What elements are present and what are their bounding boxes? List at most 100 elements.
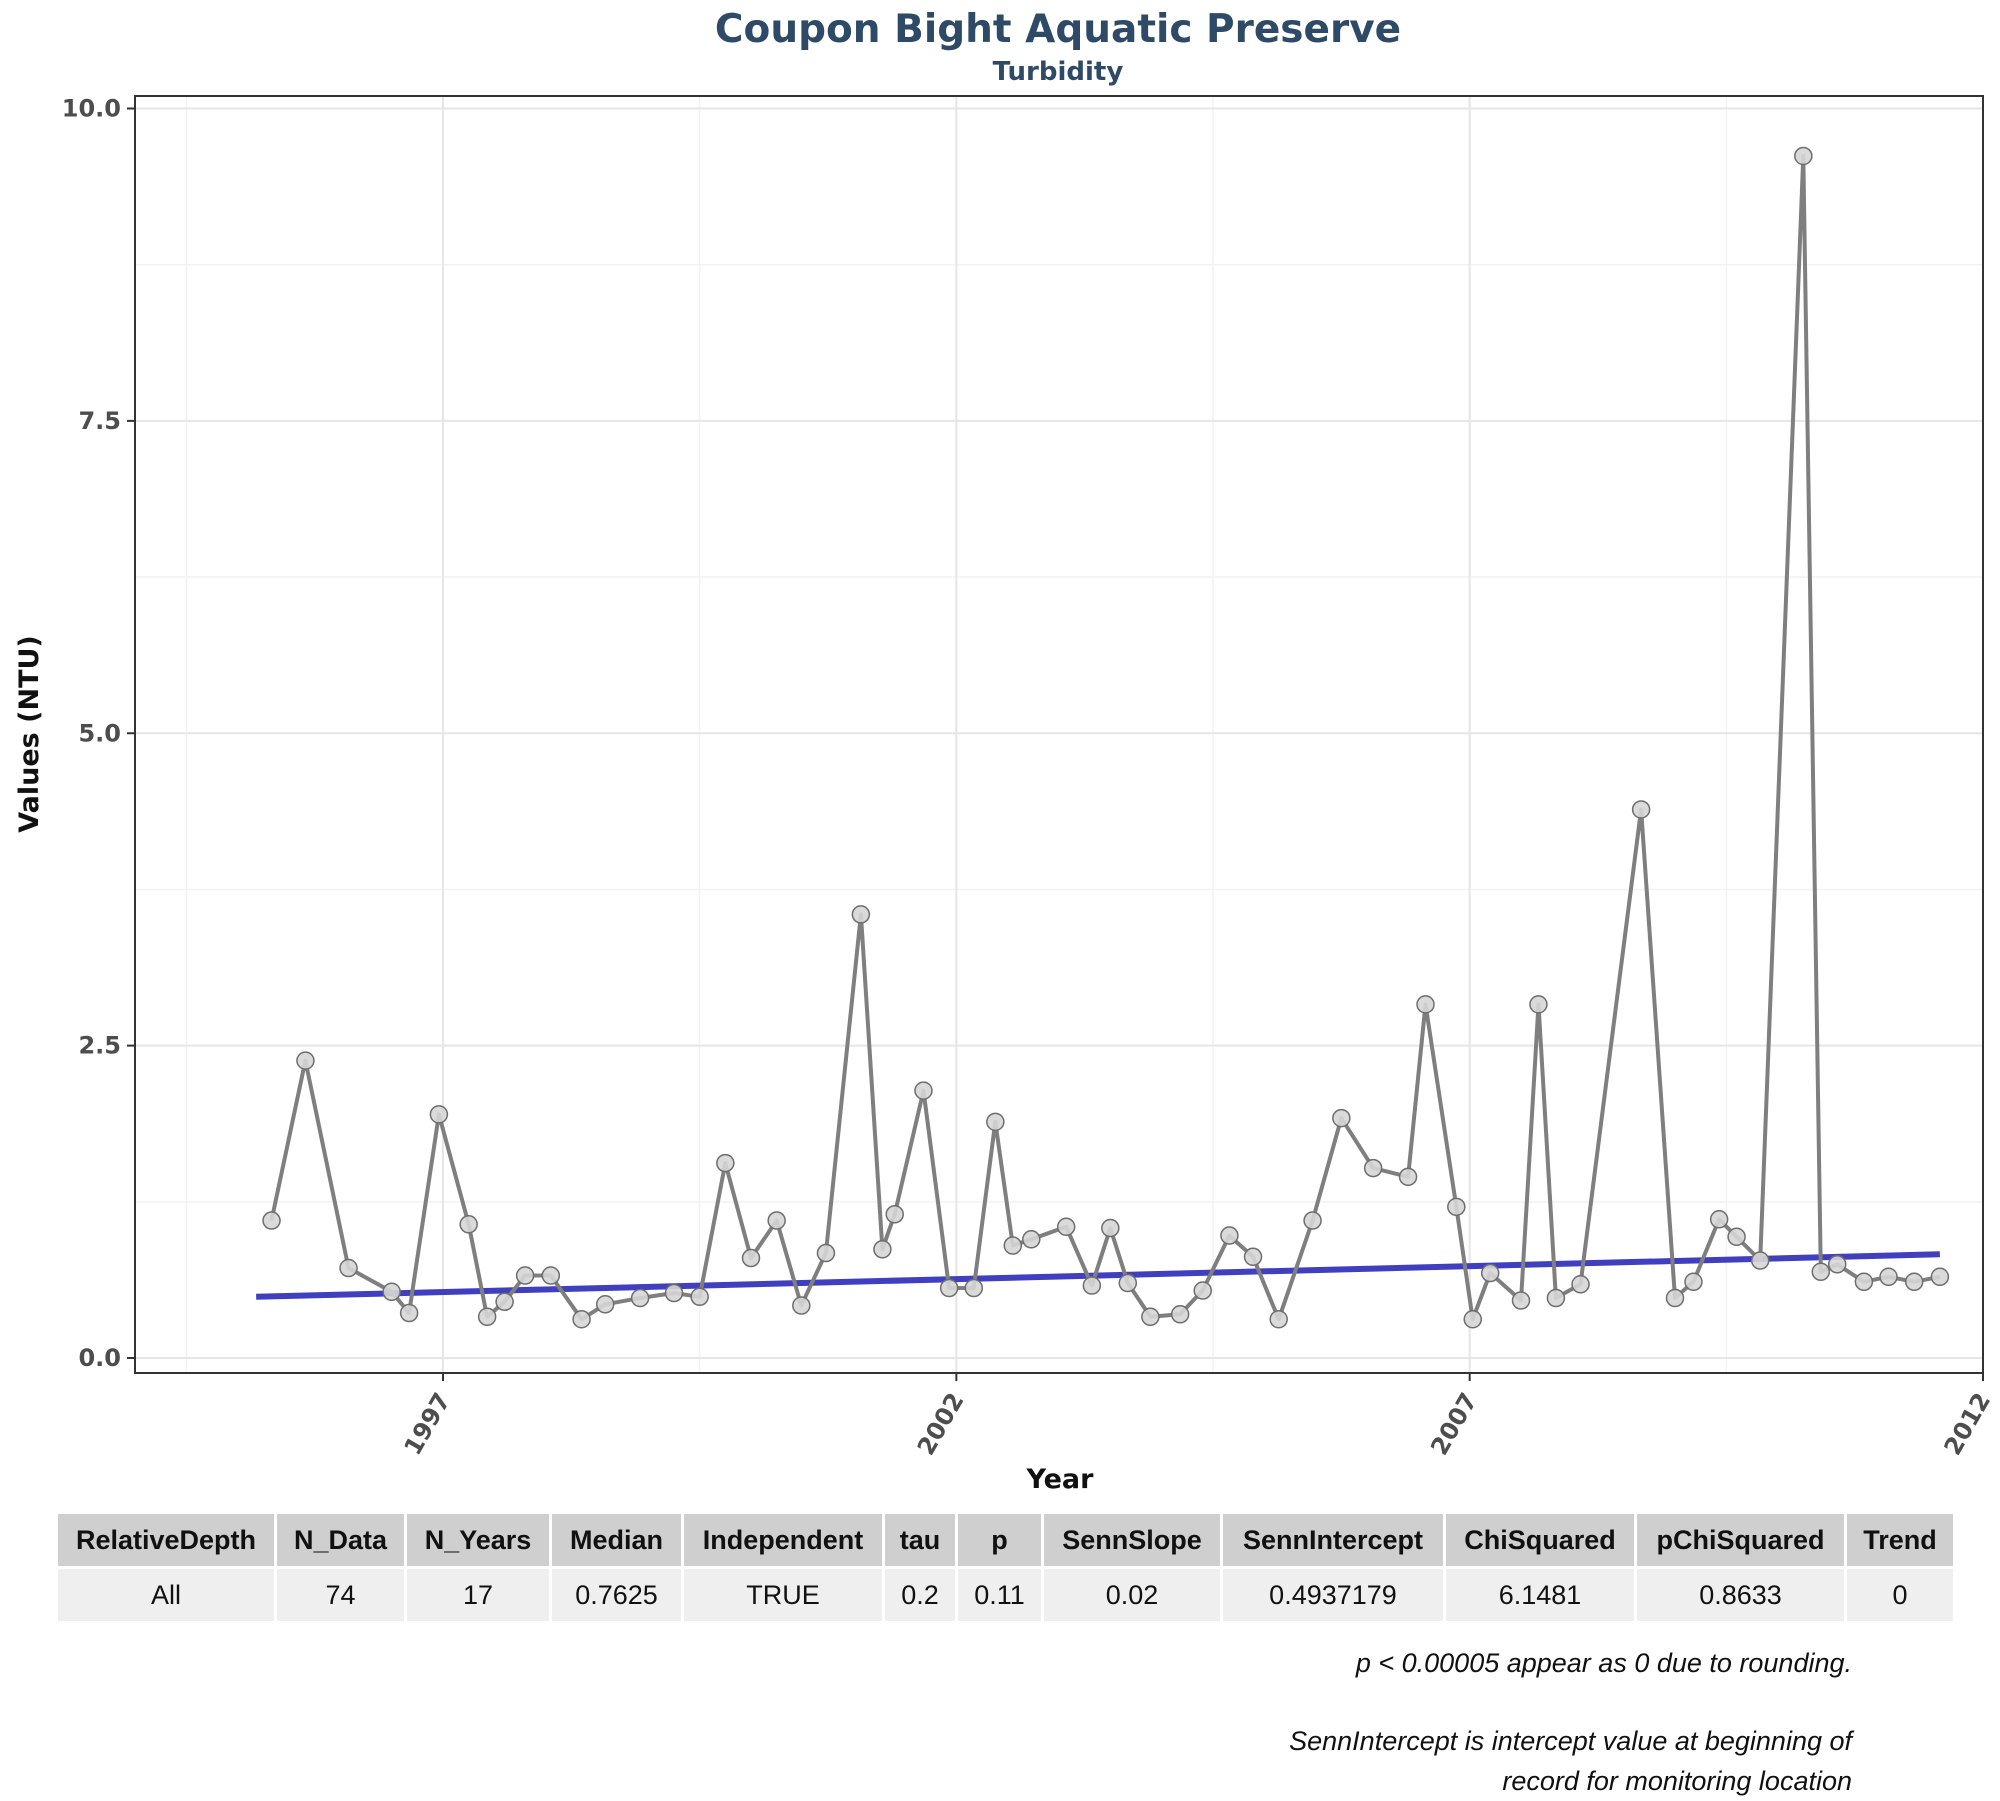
data-point	[1101, 1218, 1120, 1238]
data-point	[1879, 1267, 1898, 1287]
data-point	[1480, 1263, 1500, 1283]
data-point	[1447, 1197, 1466, 1217]
data-point	[1170, 1305, 1190, 1324]
stats-header-cell: SennSlope	[1042, 1514, 1223, 1569]
stats-cell: 6.1481	[1444, 1567, 1637, 1621]
data-point	[1930, 1267, 1950, 1287]
data-point	[1727, 1227, 1746, 1247]
x-tick-label: 2012	[1939, 1388, 1997, 1460]
data-point	[1193, 1281, 1212, 1300]
data-point	[296, 1051, 315, 1070]
data-point	[572, 1310, 591, 1329]
data-point	[885, 1205, 904, 1224]
data-point	[792, 1296, 811, 1315]
data-point	[1811, 1262, 1831, 1282]
data-point	[1243, 1247, 1263, 1267]
data-point	[1269, 1310, 1288, 1329]
data-point	[1904, 1272, 1924, 1292]
stats-cell: 0.8633	[1635, 1567, 1847, 1621]
x-axis-ticks: 1997 2002 2007 2012	[399, 1373, 1997, 1460]
data-point	[939, 1278, 959, 1298]
x-axis-title: Year	[1026, 1464, 1095, 1495]
stats-cell: All	[58, 1567, 277, 1621]
data-point	[1463, 1310, 1482, 1329]
data-point	[1003, 1236, 1023, 1255]
intercept-note-line: SennIntercept is intercept value at begi…	[1289, 1726, 1852, 1756]
data-point	[459, 1215, 478, 1234]
y-tick-label: 7.5	[78, 407, 121, 435]
data-point	[664, 1283, 684, 1303]
data-point	[1332, 1108, 1351, 1128]
chart-subtitle: Turbidity	[993, 57, 1124, 87]
data-point	[1854, 1272, 1874, 1292]
chart-title: Coupon Bight Aquatic Preserve	[715, 7, 1401, 52]
data-point	[495, 1292, 514, 1312]
y-tick-label: 10.0	[62, 94, 121, 122]
stats-header-cell: p	[956, 1514, 1044, 1569]
data-point	[1511, 1291, 1531, 1310]
x-tick-label: 2002	[912, 1388, 970, 1460]
data-point	[595, 1295, 615, 1314]
stats-header-cell: tau	[883, 1514, 958, 1569]
data-point	[1220, 1226, 1239, 1245]
y-tick-label: 5.0	[78, 719, 121, 747]
data-point	[873, 1240, 892, 1259]
data-point	[964, 1278, 984, 1298]
data-point	[1363, 1158, 1383, 1178]
data-points	[262, 146, 1950, 1329]
data-point	[1631, 800, 1651, 819]
data-point	[1022, 1230, 1041, 1249]
data-point	[630, 1288, 650, 1308]
intercept-note-line: record for monitoring location	[1502, 1766, 1852, 1796]
stats-header-cell: N_Years	[405, 1514, 552, 1569]
data-point	[741, 1248, 761, 1268]
grid	[135, 96, 1984, 1373]
intercept-note: SennIntercept is intercept value at begi…	[1289, 1721, 1852, 1801]
data-point	[851, 905, 871, 924]
data-point	[262, 1211, 281, 1230]
y-axis-title: Values (NTU)	[14, 635, 45, 833]
stats-cell: 0.2	[883, 1567, 958, 1621]
data-point	[1082, 1276, 1102, 1295]
stats-header-cell: Median	[550, 1514, 684, 1569]
data-point	[1303, 1211, 1322, 1230]
data-point	[515, 1266, 535, 1285]
data-point	[1056, 1217, 1076, 1237]
data-point	[1416, 995, 1435, 1014]
data-line-layer	[269, 154, 1941, 1322]
plot-border	[134, 95, 1984, 1374]
data-point	[541, 1266, 561, 1285]
stats-header-cell: SennIntercept	[1221, 1514, 1446, 1569]
stats-header-cell: RelativeDepth	[58, 1514, 277, 1569]
stats-cell: 0.4937179	[1221, 1567, 1446, 1621]
stats-header-cell: ChiSquared	[1444, 1514, 1637, 1569]
y-tick-label: 0.0	[78, 1344, 121, 1372]
stats-cell: 0.11	[956, 1567, 1044, 1621]
stats-header-cell: N_Data	[275, 1514, 407, 1569]
data-point	[767, 1211, 786, 1230]
trend-layer	[256, 1251, 1940, 1300]
data-point	[1398, 1167, 1418, 1187]
data-point	[1529, 995, 1548, 1014]
data-point	[1750, 1251, 1770, 1270]
stats-cell: 0.02	[1042, 1567, 1223, 1621]
data-point	[1546, 1288, 1566, 1308]
trend-line	[256, 1251, 1940, 1300]
data-point	[1665, 1288, 1685, 1308]
data-point	[986, 1112, 1005, 1132]
stats-cell: 74	[275, 1567, 407, 1621]
data-point	[1141, 1307, 1160, 1327]
stats-cell: 0.7625	[550, 1567, 684, 1621]
stats-header-cell: Independent	[682, 1514, 885, 1569]
x-tick-label: 1997	[399, 1388, 457, 1460]
x-tick-label: 2007	[1425, 1388, 1483, 1460]
data-point	[399, 1303, 419, 1323]
stats-header-cell: pChiSquared	[1635, 1514, 1847, 1569]
data-point	[914, 1081, 933, 1100]
stats-header-cell: Trend	[1845, 1514, 1956, 1569]
data-point	[1709, 1210, 1729, 1229]
data-point	[382, 1282, 401, 1302]
y-tick-label: 2.5	[78, 1032, 121, 1060]
data-point	[690, 1287, 709, 1307]
